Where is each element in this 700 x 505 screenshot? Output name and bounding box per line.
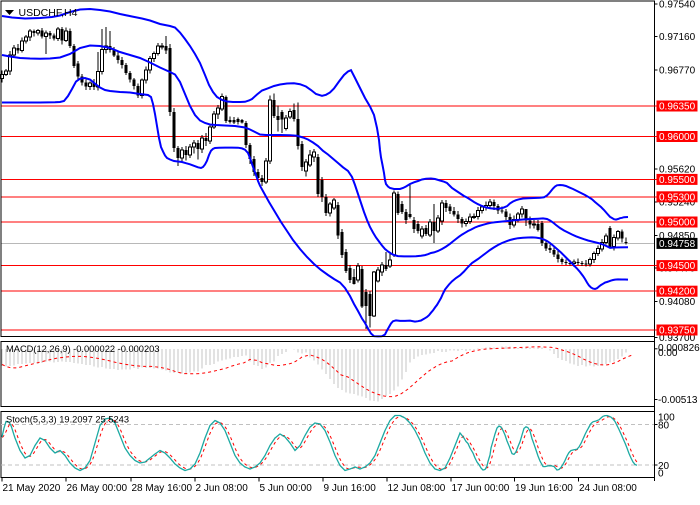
svg-text:0.97160: 0.97160 (659, 32, 696, 43)
svg-text:0.95620: 0.95620 (659, 165, 696, 176)
svg-text:0.00: 0.00 (658, 348, 678, 359)
svg-text:26 May 00:00: 26 May 00:00 (67, 483, 128, 494)
svg-text:0.95000: 0.95000 (659, 218, 696, 229)
svg-text:USDCHF,H4: USDCHF,H4 (19, 7, 78, 19)
svg-text:5 Jun 00:00: 5 Jun 00:00 (260, 483, 313, 494)
svg-text:21 May 2020: 21 May 2020 (3, 483, 61, 494)
svg-text:100: 100 (658, 413, 675, 424)
svg-text:24 Jun 08:00: 24 Jun 08:00 (579, 483, 637, 494)
svg-text:12 Jun 08:00: 12 Jun 08:00 (388, 483, 446, 494)
svg-text:0.94758: 0.94758 (659, 239, 696, 250)
svg-text:0.97540: 0.97540 (659, 0, 696, 11)
svg-text:0.93750: 0.93750 (659, 326, 696, 337)
svg-text:28 May 16:00: 28 May 16:00 (132, 483, 193, 494)
svg-text:0.94200: 0.94200 (659, 287, 696, 298)
svg-text:0.94850: 0.94850 (659, 231, 696, 242)
svg-text:80: 80 (658, 421, 670, 432)
svg-text:0.94080: 0.94080 (659, 297, 696, 308)
svg-text:0.93700: 0.93700 (659, 333, 696, 344)
svg-text:MACD(12,26,9) -0.000022 -0.000: MACD(12,26,9) -0.000022 -0.000203 (6, 344, 160, 354)
svg-text:0.96770: 0.96770 (659, 66, 696, 77)
svg-text:-0.00513: -0.00513 (658, 395, 698, 406)
svg-text:2 Jun 08:00: 2 Jun 08:00 (196, 483, 249, 494)
svg-text:Stoch(5,3,3) 19.2097 25.5243: Stoch(5,3,3) 19.2097 25.5243 (6, 415, 129, 425)
svg-text:0.96000: 0.96000 (659, 132, 696, 143)
svg-text:0: 0 (658, 469, 664, 480)
svg-text:0.000826: 0.000826 (658, 343, 700, 354)
svg-text:0.96350: 0.96350 (659, 102, 696, 113)
svg-text:9 Jun 16:00: 9 Jun 16:00 (324, 483, 377, 494)
svg-text:17 Jun 00:00: 17 Jun 00:00 (452, 483, 510, 494)
svg-text:20: 20 (658, 461, 670, 472)
svg-text:19 Jun 16:00: 19 Jun 16:00 (515, 483, 573, 494)
svg-text:0.95300: 0.95300 (659, 192, 696, 203)
svg-text:0.94500: 0.94500 (659, 261, 696, 272)
svg-text:0.95240: 0.95240 (659, 197, 696, 208)
svg-text:0.95500: 0.95500 (659, 175, 696, 186)
